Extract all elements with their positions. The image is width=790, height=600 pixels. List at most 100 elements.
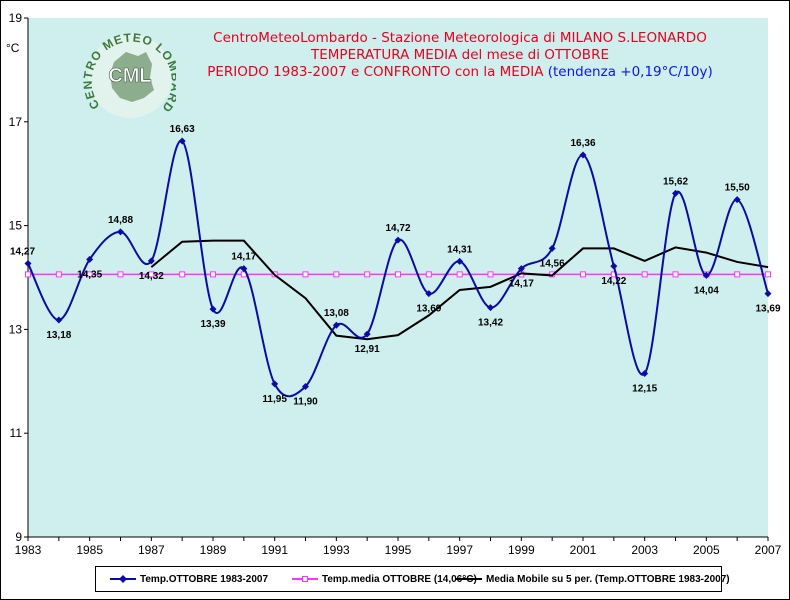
chart-title-trend: (tendenza +0,19°C/10y) [547, 64, 713, 80]
y-tick-label: 15 [9, 219, 23, 233]
monthly-point [487, 304, 494, 312]
data-label: 13,42 [478, 318, 503, 329]
legend-swatch-moving-average [456, 578, 482, 580]
data-label: 11,90 [293, 396, 318, 407]
monthly-point [24, 259, 32, 267]
mean-point [117, 271, 124, 278]
monthly-point [702, 271, 710, 279]
monthly-point [363, 330, 371, 338]
data-label: 11,95 [262, 394, 287, 405]
mean-point [487, 271, 494, 278]
data-label: 13,69 [755, 304, 780, 315]
monthly-point [394, 236, 402, 244]
chart-title-period: PERIODO 1983-2007 e CONFRONTO con la MED… [207, 64, 548, 80]
mean-point [425, 271, 432, 278]
mean-point [333, 271, 340, 278]
monthly-point [178, 137, 186, 145]
x-tick-label: 2007 [755, 543, 782, 557]
mean-point [765, 271, 771, 278]
cml-logo: CENTRO METEO LOMBARDO CML [80, 18, 176, 118]
x-tick-label: 1991 [261, 543, 288, 557]
monthly-point [302, 382, 309, 390]
monthly-point [117, 228, 124, 236]
data-label: 14,22 [601, 276, 626, 287]
data-label: 15,62 [663, 176, 688, 187]
chart-title-line3: PERIODO 1983-2007 e CONFRONTO con la MED… [160, 64, 760, 81]
series-layer [24, 137, 772, 398]
mean-point [734, 271, 741, 278]
y-tick-label: 13 [9, 322, 23, 336]
y-tick-label: 11 [10, 426, 23, 440]
x-tick-label: 1999 [508, 543, 535, 557]
monthly-point [271, 380, 279, 388]
monthly-point [764, 290, 772, 298]
monthly-point [672, 189, 679, 197]
data-label: 14,88 [108, 215, 133, 226]
legend-label-monthly: Temp.OTTOBRE 1983-2007 [140, 573, 269, 585]
legend-item-moving-average: Media Mobile su 5 per. (Temp.OTTOBRE 198… [456, 567, 730, 591]
y-tick-label: 17 [9, 115, 23, 129]
chart-title-line2: TEMPERATURA MEDIA del mese di OTTOBRE [311, 47, 609, 63]
mean-point [25, 271, 31, 278]
mean-point [148, 271, 155, 278]
axes: 9 11 13 15 17 19 1983 1985 1987 1989 1991 1993 1995 1… [9, 11, 782, 557]
data-label: 13,69 [416, 304, 441, 315]
mean-point [86, 271, 93, 278]
logo-center-text: CML [108, 65, 151, 87]
monthly-point [548, 244, 556, 252]
legend-swatch-monthly [110, 575, 136, 583]
monthly-point [610, 262, 618, 270]
mean-point [641, 271, 648, 278]
legend-label-mean: Temp.media OTTOBRE (14,06°C) [322, 573, 477, 585]
data-label: 14,27 [10, 246, 35, 257]
data-label: 14,72 [385, 223, 410, 234]
mean-point [55, 271, 62, 278]
monthly-point [240, 265, 248, 273]
data-label: 14,17 [509, 279, 534, 290]
monthly-point [209, 305, 217, 313]
monthly-point [579, 151, 587, 159]
y-axis-label: °C [6, 41, 20, 55]
legend-item-monthly: Temp.OTTOBRE 1983-2007 [110, 567, 268, 591]
data-label: 14,31 [447, 244, 472, 255]
data-label: 16,63 [170, 124, 195, 135]
x-tick-label: 1997 [446, 543, 473, 557]
x-tick-label: 1987 [138, 543, 165, 557]
x-tick-label: 2005 [693, 543, 720, 557]
monthly-point [517, 265, 525, 273]
data-label: 13,18 [46, 330, 71, 341]
data-label: 13,08 [324, 308, 349, 319]
monthly-point [733, 196, 741, 204]
monthly-point [86, 255, 94, 263]
data-label: 14,56 [540, 258, 565, 269]
data-label: 14,17 [231, 252, 256, 263]
data-label: 13,39 [200, 319, 225, 330]
x-tick-label: 1983 [15, 543, 42, 557]
legend-swatch-mean [292, 576, 318, 582]
monthly-point [456, 257, 464, 265]
x-tick-label: 1985 [76, 543, 103, 557]
mean-point [580, 271, 586, 278]
monthly-point [332, 321, 340, 329]
mean-point [395, 271, 401, 278]
y-tick-label: 9 [15, 530, 22, 544]
mean-point [210, 271, 216, 278]
x-tick-label: 2003 [631, 543, 658, 557]
x-tick-label: 1995 [385, 543, 412, 557]
data-label: 14,35 [77, 269, 102, 280]
x-tick-label: 2001 [570, 543, 597, 557]
data-label: 12,91 [355, 344, 380, 355]
mean-point [456, 271, 463, 278]
monthly-point [641, 370, 649, 378]
x-tick-label: 1993 [323, 543, 350, 557]
mean-point [302, 271, 309, 278]
data-labels: 14,27 13,18 14,35 14,88 14,32 16,63 13,39 14,17… [10, 124, 781, 407]
chart-title-line1: CentroMeteoLombardo - Stazione Meteorolo… [213, 30, 707, 46]
data-label: 14,32 [139, 271, 164, 282]
mean-point [672, 271, 679, 278]
data-label: 15,50 [725, 183, 750, 194]
legend-label-moving-average: Media Mobile su 5 per. (Temp.OTTOBRE 198… [486, 573, 730, 585]
data-label: 16,36 [570, 138, 595, 149]
legend-item-mean: Temp.media OTTOBRE (14,06°C) [292, 567, 477, 591]
data-label: 14,04 [694, 285, 719, 296]
